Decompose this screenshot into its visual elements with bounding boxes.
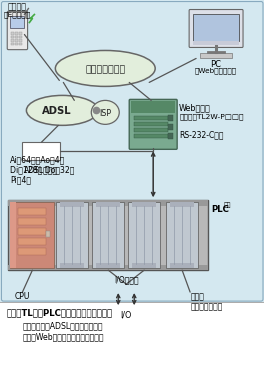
Bar	[11, 39, 15, 42]
Text: 用い、Web画面監視方式を行う例）: 用い、Web画面監視方式を行う例）	[22, 332, 104, 341]
Text: RS-232-C通信: RS-232-C通信	[179, 130, 224, 139]
Bar	[92, 202, 124, 268]
Bar	[168, 124, 173, 130]
Bar	[18, 248, 46, 255]
Text: CPU: CPU	[15, 292, 30, 301]
FancyBboxPatch shape	[189, 9, 243, 47]
Ellipse shape	[55, 50, 155, 86]
Text: Pi：4点: Pi：4点	[11, 175, 31, 184]
Bar	[18, 218, 46, 225]
Bar	[193, 41, 239, 45]
Text: ADSLルータ: ADSLルータ	[24, 165, 58, 174]
Bar	[170, 202, 194, 207]
Bar	[11, 36, 15, 38]
Bar	[15, 36, 18, 38]
Text: （Eメール）: （Eメール）	[4, 11, 31, 18]
Text: I/O: I/O	[121, 310, 132, 319]
Bar	[11, 202, 16, 268]
Bar	[60, 263, 84, 268]
Text: ADSL: ADSL	[41, 106, 71, 117]
Bar	[96, 202, 120, 207]
Text: （通信媒体にADSL常時接続方式を: （通信媒体にADSL常時接続方式を	[22, 321, 103, 330]
Text: 注）: 注）	[224, 202, 232, 208]
Bar	[15, 39, 18, 42]
Bar	[11, 32, 15, 35]
Text: 計算機: 計算機	[190, 292, 204, 301]
Text: 図２　TL２とPLCによるシステム構成例: 図２ TL２とPLCによるシステム構成例	[6, 308, 112, 317]
Bar	[18, 228, 46, 235]
FancyBboxPatch shape	[1, 2, 263, 301]
Bar	[20, 32, 22, 35]
Text: I/Oカード: I/Oカード	[114, 275, 139, 284]
Text: PC: PC	[211, 61, 221, 70]
Bar	[8, 200, 208, 270]
Text: Di：128点 Do：32点: Di：128点 Do：32点	[11, 165, 75, 174]
Bar	[132, 263, 156, 268]
FancyBboxPatch shape	[7, 11, 28, 50]
Bar	[11, 15, 24, 29]
Bar	[8, 200, 208, 206]
Text: リンクユニット: リンクユニット	[190, 302, 223, 311]
Bar	[11, 202, 54, 268]
FancyBboxPatch shape	[129, 99, 177, 149]
Bar	[200, 53, 232, 58]
Text: PLC: PLC	[211, 205, 229, 214]
Bar	[134, 122, 168, 126]
Bar	[20, 43, 22, 45]
Bar	[15, 32, 18, 35]
Text: （形式：TL2W-P□□）: （形式：TL2W-P□□）	[179, 114, 244, 120]
Bar	[18, 208, 46, 215]
Bar	[15, 43, 18, 45]
Bar	[20, 36, 22, 38]
Text: Webロガー: Webロガー	[179, 103, 211, 112]
Text: ISP: ISP	[99, 109, 111, 118]
Bar	[96, 263, 120, 268]
Bar	[18, 238, 46, 245]
Text: Ai：64点　Ao：4点: Ai：64点 Ao：4点	[11, 155, 66, 164]
Bar	[131, 102, 175, 114]
Bar	[168, 133, 173, 139]
Bar	[170, 263, 194, 268]
Bar	[193, 14, 239, 41]
Bar	[8, 265, 208, 270]
Text: 携帯電話: 携帯電話	[8, 3, 27, 12]
Bar	[46, 231, 50, 237]
Bar	[22, 143, 60, 160]
Bar	[56, 202, 88, 268]
Bar	[1, 302, 264, 376]
Bar	[134, 134, 168, 138]
Bar	[134, 116, 168, 120]
Ellipse shape	[26, 96, 98, 125]
Bar	[134, 128, 168, 132]
Text: （Web画面監視）: （Web画面監視）	[195, 67, 237, 74]
Bar	[20, 39, 22, 42]
Bar	[166, 202, 198, 268]
Bar	[132, 202, 156, 207]
Ellipse shape	[91, 100, 119, 124]
Bar	[128, 202, 160, 268]
Bar	[168, 115, 173, 121]
Text: インターネット: インターネット	[85, 65, 125, 74]
Bar	[11, 43, 15, 45]
Bar	[60, 202, 84, 207]
